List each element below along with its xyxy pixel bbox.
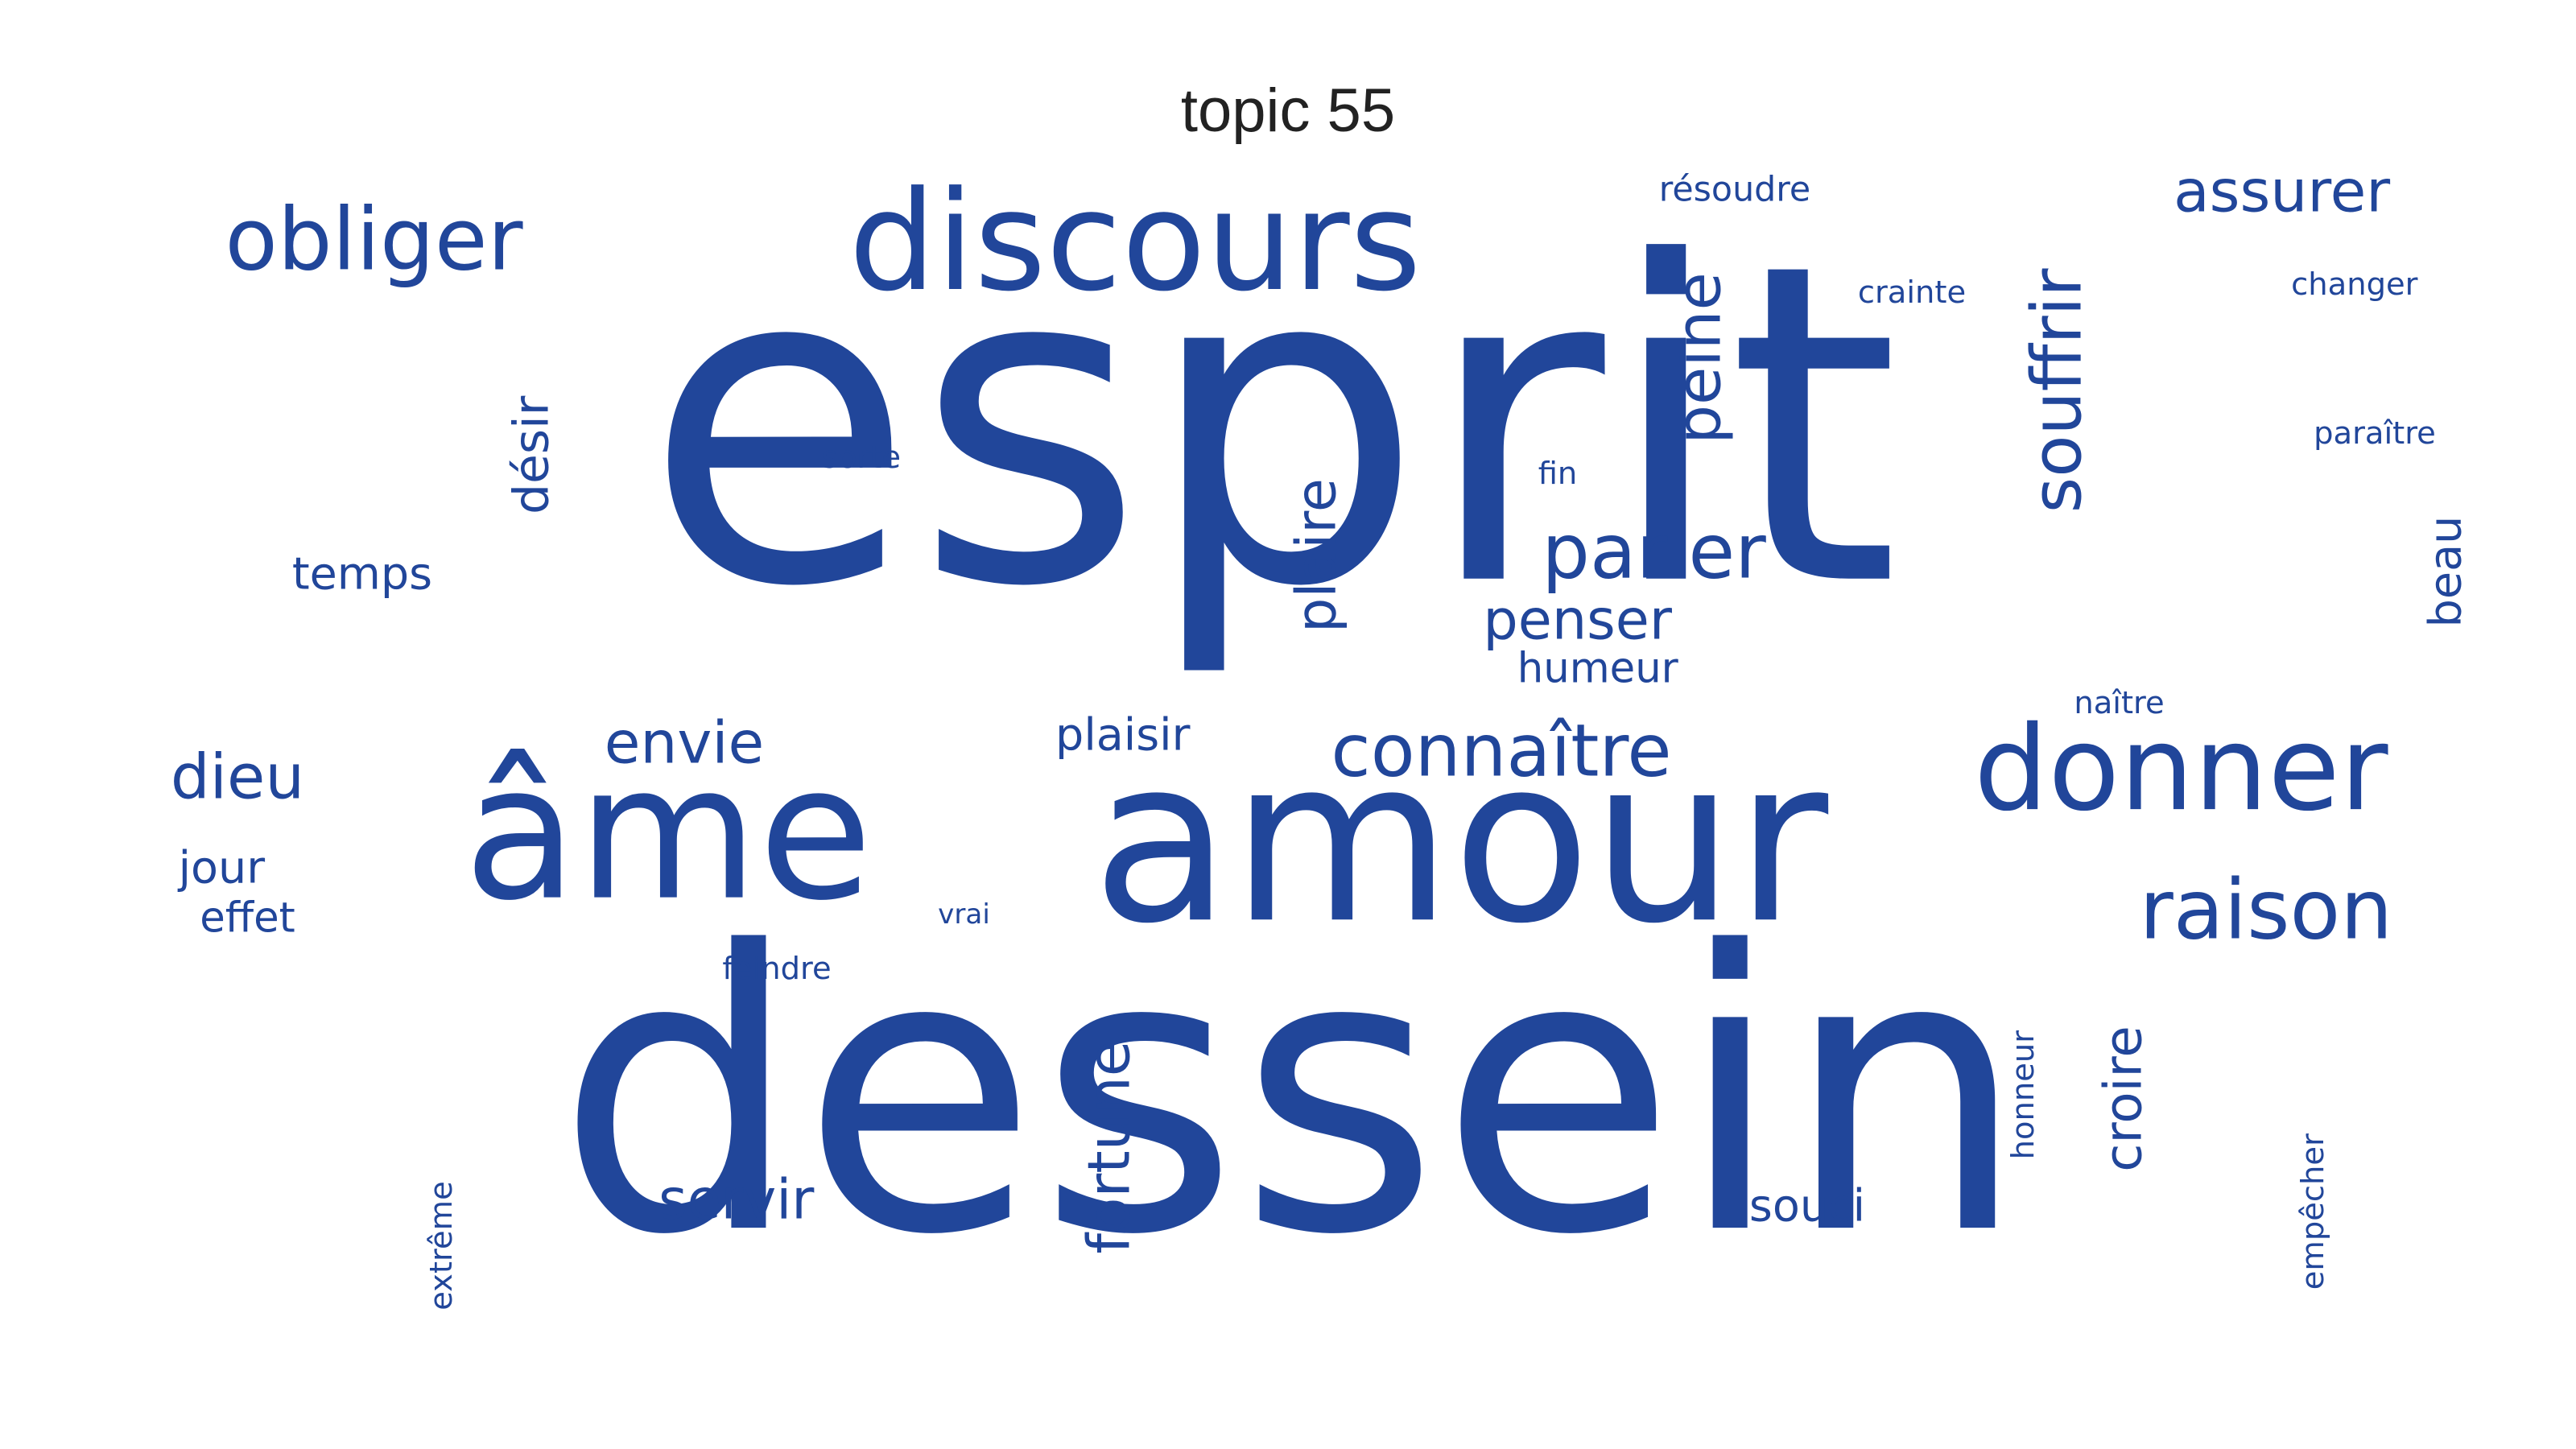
word-temps: temps xyxy=(292,548,432,601)
word-amour: amour xyxy=(1092,708,1831,973)
word-sorte: sorte xyxy=(822,440,901,476)
word-empecher: empêcher xyxy=(2295,1133,2331,1290)
word-jour: jour xyxy=(178,842,266,894)
word-esprit: esprit xyxy=(644,171,1900,683)
word-honneur: honneur xyxy=(2005,1030,2041,1160)
word-souci: souci xyxy=(1749,1180,1865,1232)
word-obliger: obliger xyxy=(225,190,523,290)
word-plaisir: plaisir xyxy=(1055,709,1191,762)
word-assurer: assurer xyxy=(2174,159,2390,226)
word-plaire: plaire xyxy=(1286,478,1349,633)
word-donner: donner xyxy=(1974,701,2388,837)
word-connaitre: connaître xyxy=(1331,709,1671,793)
word-dieu: dieu xyxy=(171,742,304,814)
word-penser: penser xyxy=(1483,589,1672,653)
word-paraitre: paraître xyxy=(2314,415,2436,452)
word-croire: croire xyxy=(2095,1026,2154,1172)
word-raison: raison xyxy=(2140,862,2393,958)
word-crainte: crainte xyxy=(1858,275,1966,311)
word-souffrir: souffrir xyxy=(2017,268,2097,514)
word-peine: peine xyxy=(1664,272,1736,444)
word-fin: fin xyxy=(1538,456,1578,492)
chart-title: topic 55 xyxy=(1180,76,1396,145)
word-beau: beau xyxy=(2420,516,2472,628)
word-changer: changer xyxy=(2291,266,2418,303)
word-humeur: humeur xyxy=(1517,645,1679,693)
word-feindre: feindre xyxy=(722,951,831,987)
word-effet: effet xyxy=(200,894,295,943)
word-servir: servir xyxy=(658,1169,815,1232)
word-naitre: naître xyxy=(2074,685,2164,721)
word-extreme: extrême xyxy=(423,1181,460,1311)
word-parler: parler xyxy=(1542,508,1766,596)
word-dessein: dessein xyxy=(556,870,2028,1319)
word-envie: envie xyxy=(605,710,765,778)
word-resoudre: résoudre xyxy=(1659,170,1810,210)
word-fortune: fortune xyxy=(1076,1041,1144,1254)
word-ame: âme xyxy=(464,726,873,942)
word-desir: désir xyxy=(504,395,560,514)
word-discours: discours xyxy=(848,162,1421,322)
word-vrai: vrai xyxy=(938,898,990,931)
